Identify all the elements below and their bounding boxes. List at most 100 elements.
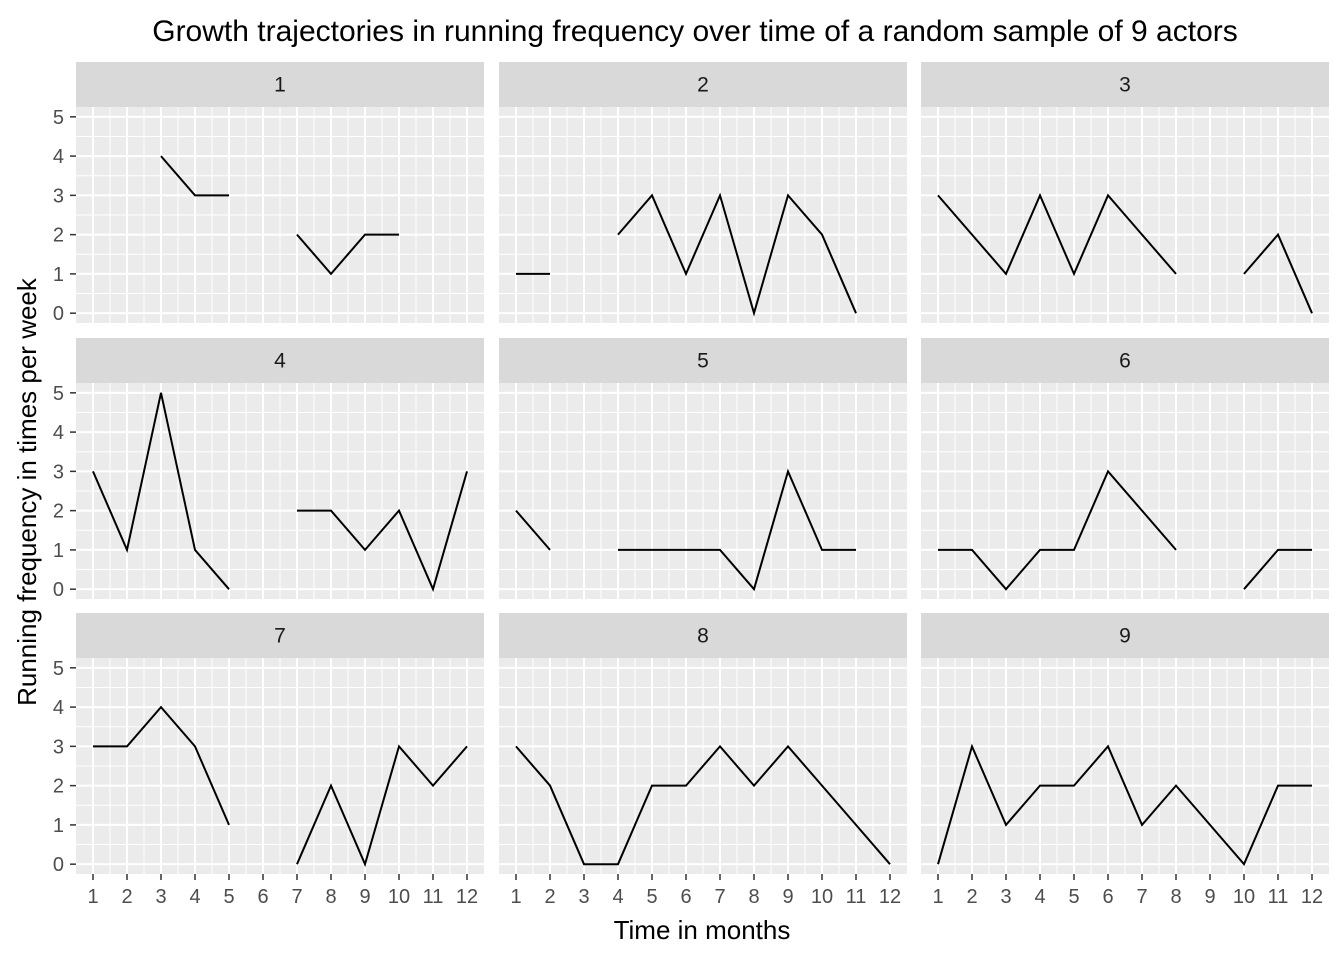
y-tick-label: 4	[53, 146, 64, 168]
y-tick-label: 3	[53, 185, 64, 207]
x-tick-label: 6	[1102, 886, 1113, 908]
y-axes: 0 1 2 3 4 5 0 1 2 3 4 5 0 1 2 3 4 5	[53, 107, 76, 876]
facet-strip	[76, 338, 484, 383]
facet-strip-label: 2	[697, 74, 709, 97]
facet-strip	[921, 613, 1329, 658]
x-tick-label: 6	[680, 886, 691, 908]
facet-strip	[499, 338, 907, 383]
facet-panel-7: 7	[76, 613, 484, 874]
facet-panel-3: 3	[921, 62, 1329, 323]
facet-strip-label: 5	[697, 350, 709, 373]
facet-strip	[921, 338, 1329, 383]
series-line	[515, 744, 891, 866]
x-tick-label: 10	[388, 886, 410, 908]
x-tick-label: 7	[714, 886, 725, 908]
series-line	[938, 469, 1177, 591]
series-line	[618, 468, 856, 592]
y-tick-label: 5	[53, 107, 64, 129]
x-tick-label: 12	[456, 886, 478, 908]
y-tick-label: 2	[53, 501, 64, 523]
gridlines	[499, 107, 907, 323]
x-tick-label: 8	[325, 886, 336, 908]
x-tick-label: 1	[87, 886, 98, 908]
facet-strip-label: 7	[274, 625, 286, 648]
facet-panel-8: 8	[499, 613, 907, 874]
series-line	[296, 744, 468, 868]
facet-strip	[499, 613, 907, 658]
facet-strip-label: 6	[1119, 350, 1131, 373]
series-line	[160, 155, 229, 197]
y-tick-label: 1	[53, 264, 64, 286]
y-tick-label: 1	[53, 540, 64, 562]
chart-title: Growth trajectories in running frequency…	[152, 15, 1238, 48]
gridlines	[76, 658, 484, 874]
x-tick-label: 4	[612, 886, 623, 908]
facet-strip	[76, 62, 484, 107]
series-line	[515, 509, 551, 551]
series-line	[1243, 232, 1313, 314]
y-tick-label: 4	[53, 697, 64, 719]
x-tick-label: 6	[257, 886, 268, 908]
facet-panel-5: 5	[499, 338, 907, 599]
x-tick-label: 9	[782, 886, 793, 908]
x-tick-label: 4	[189, 886, 200, 908]
series-line	[296, 233, 399, 276]
facet-strip-label: 8	[697, 625, 709, 648]
series-line	[1243, 548, 1312, 590]
x-tick-label: 9	[1204, 886, 1215, 908]
x-tick-label: 7	[1136, 886, 1147, 908]
facet-strip	[499, 62, 907, 107]
facet-panel-2: 2	[499, 62, 907, 323]
x-tick-label: 8	[1170, 886, 1181, 908]
gridlines	[921, 658, 1329, 874]
x-tick-label: 10	[1233, 886, 1255, 908]
x-tick-label: 2	[966, 886, 977, 908]
x-tick-label: 2	[544, 886, 555, 908]
x-tick-label: 8	[748, 886, 759, 908]
series-line	[93, 705, 230, 826]
x-tick-label: 11	[846, 886, 867, 908]
facet-strip-label: 1	[274, 74, 286, 97]
y-axis-title: Running frequency in times per week	[12, 277, 42, 706]
facet-panel-6: 6	[921, 338, 1329, 599]
x-tick-label: 1	[932, 886, 943, 908]
y-tick-label: 4	[53, 422, 64, 444]
x-tick-label: 2	[121, 886, 132, 908]
x-axes: 1 2 3 4 5 6 7 8 9 10 11 12 1 2 3 4 5 6 7 8 9 10 11 12 1 2 3 4 5 6 7 8 9 1…	[87, 874, 1323, 908]
x-tick-label: 11	[423, 886, 444, 908]
x-tick-label: 7	[291, 886, 302, 908]
x-tick-label: 12	[879, 886, 901, 908]
x-tick-label: 3	[578, 886, 589, 908]
y-tick-label: 2	[53, 776, 64, 798]
series-line	[92, 392, 230, 590]
y-tick-label: 3	[53, 461, 64, 483]
y-tick-label: 0	[53, 854, 64, 876]
facet-strip	[76, 613, 484, 658]
series-line	[297, 471, 468, 593]
y-tick-label: 0	[53, 303, 64, 325]
y-tick-label: 2	[53, 225, 64, 247]
y-tick-label: 5	[53, 658, 64, 680]
series-line	[937, 743, 1312, 867]
facet-panels: 1 2 3 4 5 6 7 8 9	[76, 62, 1329, 874]
facet-strip-label: 4	[274, 350, 286, 373]
facet-strip-label: 3	[1119, 74, 1131, 97]
facet-strip-label: 9	[1119, 625, 1131, 648]
x-tick-label: 11	[1268, 886, 1289, 908]
series-line	[617, 192, 857, 317]
gridlines	[499, 658, 907, 874]
series-line	[937, 192, 1177, 277]
gridlines	[76, 107, 484, 323]
facet-strip	[921, 62, 1329, 107]
x-tick-label: 3	[155, 886, 166, 908]
facet-panel-9: 9	[921, 613, 1329, 874]
x-tick-label: 3	[1000, 886, 1011, 908]
facet-panel-4: 4	[76, 338, 484, 599]
gridlines	[921, 383, 1329, 599]
x-tick-label: 9	[359, 886, 370, 908]
y-tick-label: 1	[53, 815, 64, 837]
gridlines	[921, 107, 1329, 323]
x-tick-label: 5	[1068, 886, 1079, 908]
gridlines	[499, 383, 907, 599]
